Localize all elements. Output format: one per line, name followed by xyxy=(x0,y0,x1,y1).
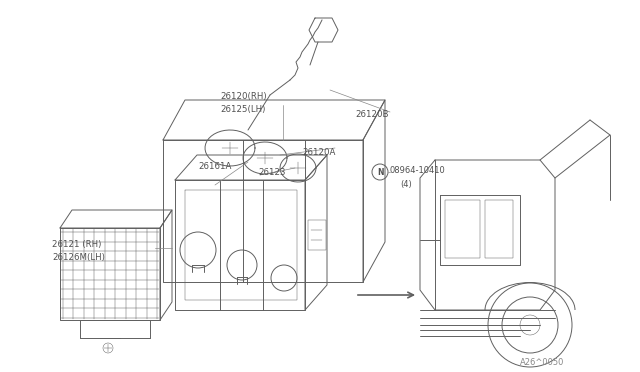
Bar xyxy=(485,200,513,258)
Bar xyxy=(445,200,480,258)
Text: 26121 (RH): 26121 (RH) xyxy=(52,240,101,249)
Text: 26161A: 26161A xyxy=(198,162,232,171)
Text: 26125(LH): 26125(LH) xyxy=(220,105,266,114)
Text: 26120A: 26120A xyxy=(302,148,335,157)
Text: 26120B: 26120B xyxy=(355,110,388,119)
Text: (4): (4) xyxy=(400,180,412,189)
Text: A26^0050: A26^0050 xyxy=(520,358,564,367)
Bar xyxy=(308,220,326,250)
Text: 08964-10410: 08964-10410 xyxy=(390,166,445,175)
Text: 26126M(LH): 26126M(LH) xyxy=(52,253,105,262)
Text: 26120(RH): 26120(RH) xyxy=(220,92,267,101)
Text: N: N xyxy=(377,167,383,176)
Text: 26123: 26123 xyxy=(258,168,285,177)
